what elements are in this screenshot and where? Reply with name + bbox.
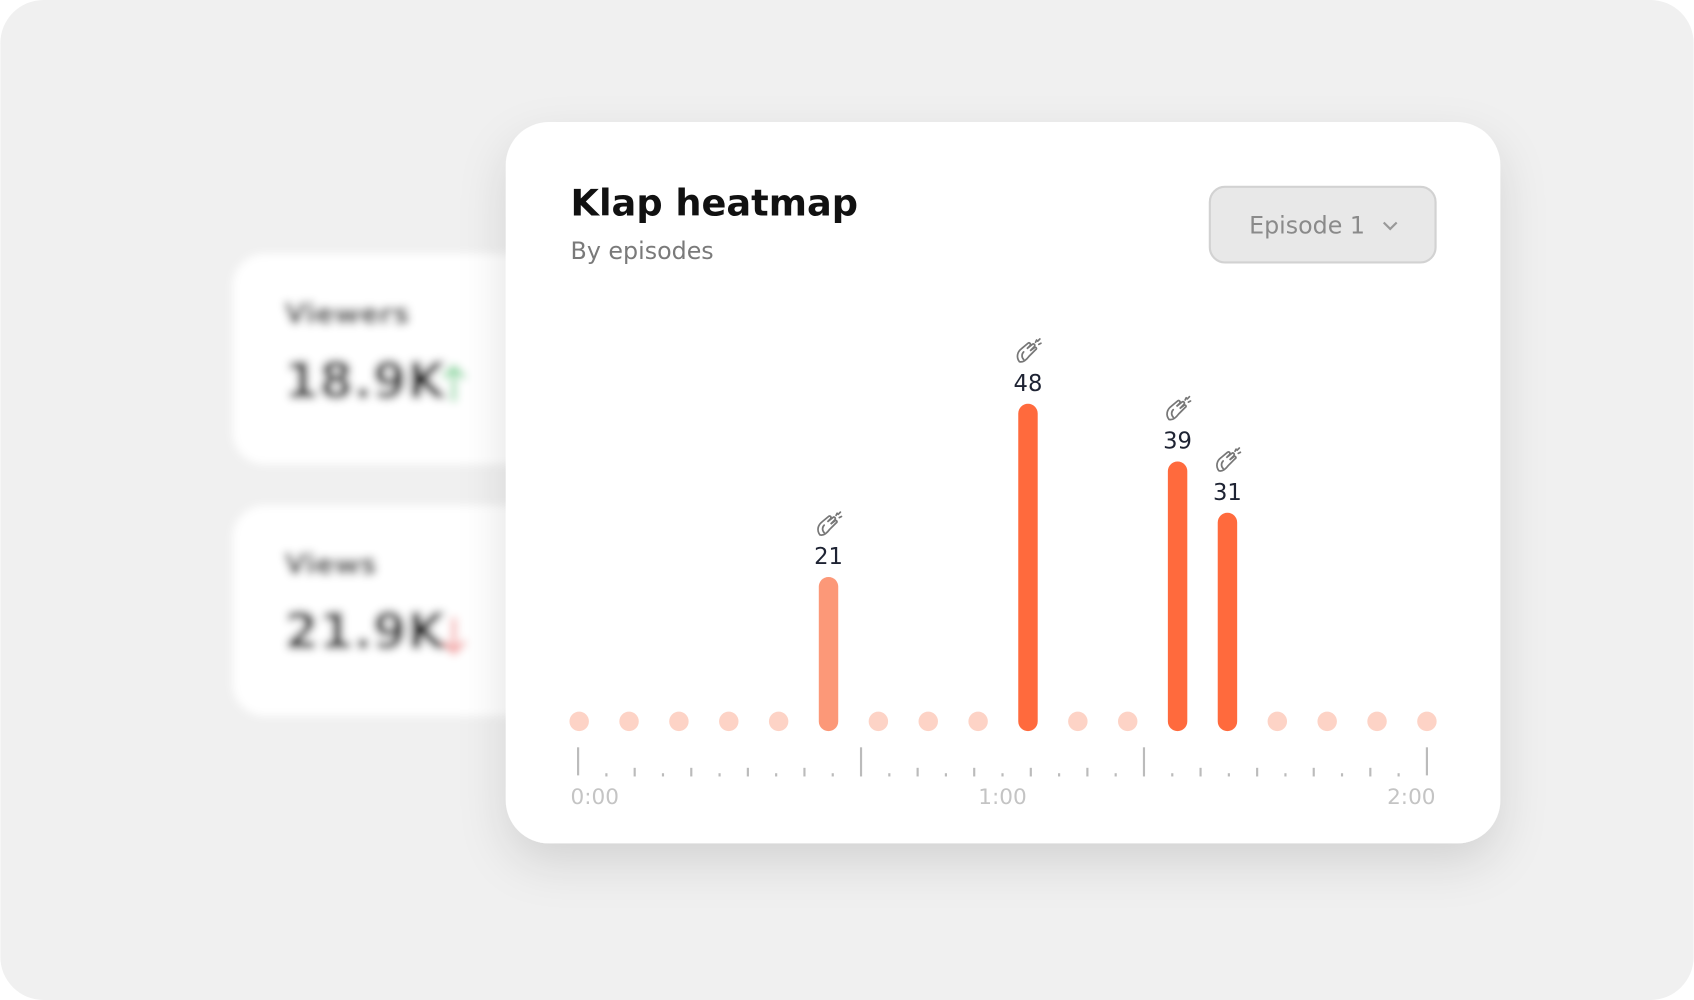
- clap-hand: [821, 524, 826, 534]
- dot: [1367, 711, 1387, 732]
- background-cards: Viewers 18.9K Views 21.9K: [232, 253, 579, 716]
- clap-icon: [817, 511, 843, 536]
- dot: [569, 711, 589, 732]
- card-value: 21.9K: [284, 602, 447, 660]
- card: [232, 505, 579, 716]
- chevron[interactable]: [1382, 221, 1398, 231]
- clap-hand: [1166, 399, 1187, 421]
- value-label: 31: [1213, 480, 1242, 506]
- value-label: 39: [1163, 429, 1192, 455]
- x-tick-label: 2:00: [1387, 785, 1435, 810]
- dot: [1117, 711, 1138, 732]
- clap-spark: [835, 511, 843, 519]
- clap-hand: [1216, 451, 1237, 472]
- card-label: Views: [284, 548, 377, 581]
- clap-hand: [1021, 351, 1025, 361]
- chart-subtitle: By episodes: [571, 237, 714, 265]
- clap-hand: [1016, 342, 1038, 363]
- card-label: Viewers: [284, 297, 409, 330]
- value-label: 48: [1014, 371, 1043, 397]
- dot: [868, 711, 889, 732]
- chart-card: [505, 122, 1501, 844]
- dot: [669, 711, 689, 732]
- dot: [1317, 711, 1337, 732]
- dot: [1068, 711, 1088, 732]
- x-tick-label: 0:00: [571, 785, 619, 810]
- dropdown[interactable]: Episode 1: [1208, 185, 1437, 264]
- dropdown-box[interactable]: [1208, 185, 1437, 264]
- clap-hand: [1220, 460, 1224, 470]
- dot: [1417, 711, 1437, 732]
- clap-spark: [1234, 447, 1242, 455]
- dot: [768, 711, 789, 732]
- clap-hand: [817, 515, 838, 536]
- clap-icon: [1216, 447, 1242, 472]
- card: [232, 253, 579, 465]
- dropdown-label[interactable]: Episode 1: [1249, 211, 1365, 239]
- dot: [1267, 711, 1288, 732]
- dot: [968, 711, 988, 732]
- dot: [619, 711, 639, 732]
- plot: 21 48 39 31 0:00 1:00 2:00: [569, 338, 1437, 810]
- down-arrow: [441, 617, 467, 656]
- clap-spark: [1184, 395, 1192, 403]
- dot: [918, 711, 938, 732]
- x-tick-label: 1:00: [978, 785, 1026, 810]
- clap-hand: [1170, 408, 1175, 419]
- card-value: 18.9K: [284, 352, 447, 410]
- value-label: 21: [814, 544, 843, 570]
- up-arrow: [441, 364, 467, 402]
- dot: [719, 711, 739, 732]
- chart-title: Klap heatmap: [571, 182, 858, 225]
- clap-spark: [1034, 338, 1042, 346]
- clap-icon: [1016, 338, 1042, 363]
- clap-icon: [1166, 395, 1192, 421]
